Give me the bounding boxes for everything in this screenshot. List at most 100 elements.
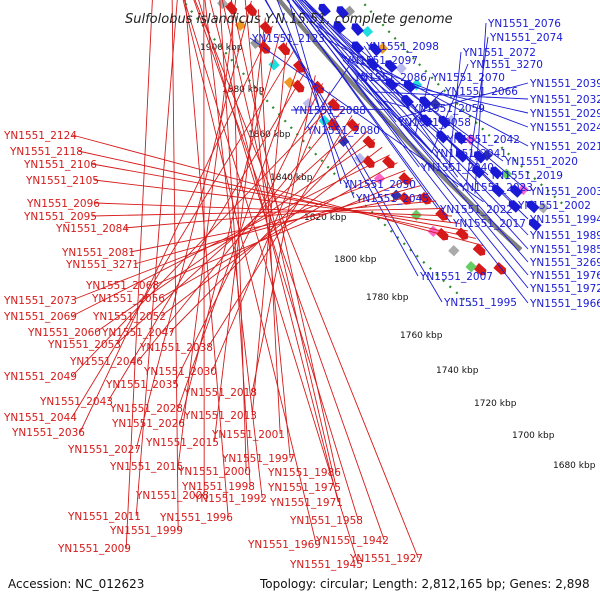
gene-label-reverse: YN1551_2036 <box>11 427 85 439</box>
reverse-gene-arrow <box>362 135 376 149</box>
leader-line <box>294 0 529 289</box>
forward-gene-arrow <box>510 185 523 198</box>
gene-label-forward: YN1551_2017 <box>452 218 526 230</box>
genome-backbone <box>276 0 523 252</box>
leader-line <box>286 0 452 224</box>
tick-label: 1780 kbp <box>366 293 409 303</box>
gene-label-forward: YN1551_1966 <box>529 298 600 310</box>
forward-gene-arrow <box>384 60 398 73</box>
gene-label-forward: YN1551_2021 <box>529 141 600 153</box>
backbone-arc <box>276 0 523 252</box>
gene-label-forward: YN1551_3270 <box>469 59 543 71</box>
leader-line <box>265 0 419 277</box>
forward-gene-arrow <box>419 96 432 110</box>
feature-block <box>361 25 374 38</box>
forward-gene-arrow <box>336 6 349 19</box>
gene-label-forward: YN1551_2022 <box>439 204 513 216</box>
leader-line <box>115 123 360 345</box>
tick-label: 1700 kbp <box>512 431 555 441</box>
leader-line <box>297 0 529 276</box>
leader-line <box>406 90 444 127</box>
forward-gene-arrow <box>526 200 540 214</box>
forward-gene-arrow <box>333 20 346 34</box>
feature-block <box>250 37 262 50</box>
leader-line <box>448 51 462 169</box>
leader-line <box>171 0 179 531</box>
gene-label-reverse: YN1551_2038 <box>139 342 213 354</box>
gene-label-reverse: YN1551_2035 <box>105 379 179 391</box>
reverse-gene-arrow <box>277 42 291 56</box>
forward-gene-arrow <box>351 23 364 36</box>
leader-line <box>276 0 355 199</box>
gene-label-reverse: YN1551_1999 <box>109 525 183 537</box>
forward-gene-arrow <box>528 218 542 232</box>
gene-label-forward: YN1551_2080 <box>306 125 380 137</box>
leader-line <box>169 131 368 333</box>
gene-label-reverse: YN1551_1998 <box>181 481 255 493</box>
gene-label-reverse: YN1551_2084 <box>55 223 129 235</box>
forward-gene-arrow <box>472 165 485 179</box>
map-title: Sulfolobus islandicus Y.N.15.51, complet… <box>125 12 453 27</box>
reverse-gene-arrow <box>346 118 360 132</box>
gene-label-forward: YN1551_2042 <box>446 134 520 146</box>
leader-line <box>301 0 517 206</box>
leader-line <box>124 200 437 229</box>
leader-line <box>365 82 397 123</box>
forward-gene-arrow <box>491 184 505 198</box>
gene-label-reverse: YN1551_2044 <box>3 412 77 424</box>
gene-label-forward: YN1551_1995 <box>443 297 517 309</box>
gene-label-forward: YN1551_2066 <box>444 86 518 98</box>
leader-line <box>71 50 295 418</box>
leader-line <box>177 0 237 467</box>
gene-label-forward: YN1551_2041 <box>433 148 507 160</box>
leader-line <box>207 115 353 348</box>
leader-line <box>154 177 414 286</box>
leader-line <box>351 76 424 144</box>
tick-label: 1740 kbp <box>436 366 479 376</box>
leader-line <box>333 47 446 140</box>
gene-label-forward: YN1551_1989 <box>529 230 600 242</box>
gene-label-reverse: YN1551_1942 <box>315 535 389 547</box>
gene-label-reverse: YN1551_2028 <box>109 403 183 415</box>
leader-line <box>173 83 324 385</box>
tick-label: 1900 kbp <box>200 43 243 53</box>
forward-gene-arrow <box>366 58 380 72</box>
forward-gene-arrow <box>369 43 383 57</box>
gene-label-reverse: YN1551_2105 <box>25 175 99 187</box>
gene-label-reverse: YN1551_2081 <box>61 247 135 259</box>
reverse-gene-arrow <box>259 21 273 34</box>
tick-label: 1860 kbp <box>248 130 291 140</box>
leader-line <box>184 0 229 518</box>
leader-line <box>264 0 443 303</box>
leader-line <box>137 107 346 362</box>
gene-label-forward: YN1551_2003 <box>529 186 600 198</box>
gene-label-reverse: YN1551_2095 <box>23 211 97 223</box>
forward-gene-arrow <box>318 3 331 17</box>
gene-label-reverse: YN1551_2026 <box>111 418 185 430</box>
leader-line <box>193 0 385 541</box>
gene-label-forward: YN1551_2098 <box>365 41 439 53</box>
gene-label-forward: YN1551_2088 <box>292 105 366 117</box>
leader-line <box>183 0 359 565</box>
gene-label-forward: YN1551_2032 <box>529 94 600 106</box>
leader-line <box>286 0 439 210</box>
leader-line <box>221 0 337 488</box>
gene-label-reverse: YN1551_1971 <box>269 497 343 509</box>
label-leader-lines <box>71 0 529 565</box>
leader-line <box>257 9 281 435</box>
gene-label-reverse: YN1551_1997 <box>221 453 295 465</box>
gene-label-forward: YN1551_2045 <box>355 193 429 205</box>
gene-label-forward: YN1551_2059 <box>411 103 485 115</box>
leader-line <box>431 63 469 153</box>
gene-label-reverse: YN1551_2008 <box>135 490 209 502</box>
gene-label-reverse: YN1551_1996 <box>159 512 233 524</box>
gene-label-forward: YN1551_2019 <box>489 170 563 182</box>
gene-label-forward: YN1551_2072 <box>462 47 536 59</box>
leader-line <box>92 163 468 232</box>
gene-label-forward: YN1551_2076 <box>487 18 561 30</box>
gene-label-reverse: YN1551_2000 <box>177 466 251 478</box>
leader-line <box>304 0 529 220</box>
leader-line <box>211 91 331 372</box>
leader-line <box>130 192 429 253</box>
